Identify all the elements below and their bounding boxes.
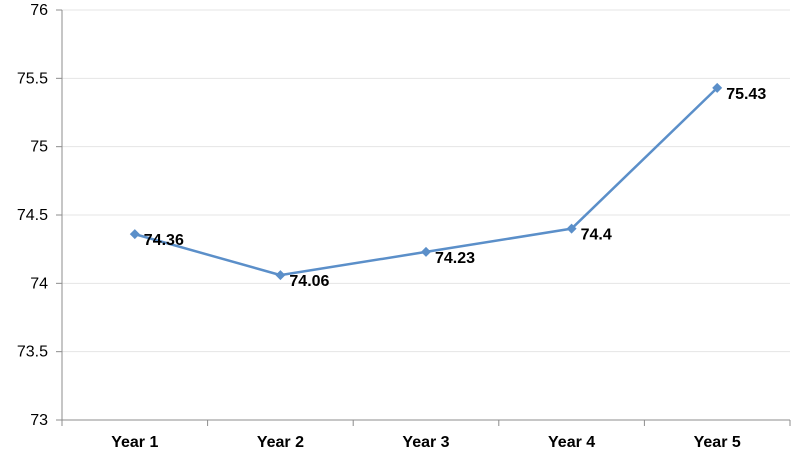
data-point — [566, 223, 577, 234]
data-point — [421, 246, 431, 257]
x-tick-label: Year 5 — [694, 434, 741, 451]
data-markers — [129, 82, 723, 281]
gridlines — [62, 9, 790, 353]
y-tick-label: 73.5 — [17, 344, 48, 361]
y-tick-label: 74.5 — [17, 207, 48, 224]
x-tick-label: Year 1 — [111, 434, 158, 451]
x-axis: Year 1 Year 2 Year 3 Year 4 Year 5 — [61, 419, 791, 451]
data-label: 74.4 — [581, 227, 612, 244]
y-tick-label: 76 — [30, 2, 48, 19]
y-tick-label: 75 — [30, 139, 48, 156]
y-tick-label: 74 — [30, 275, 48, 292]
data-labels: 74.36 74.06 74.23 74.4 75.43 — [144, 86, 767, 290]
x-tick-label: Year 2 — [257, 434, 304, 451]
x-tick-label: Year 3 — [402, 434, 449, 451]
data-label: 74.36 — [144, 232, 184, 249]
y-tick-label: 75.5 — [17, 70, 48, 87]
y-tick-label: 73 — [30, 412, 48, 429]
data-point — [712, 82, 723, 93]
data-label: 75.43 — [726, 86, 766, 103]
x-tick-label: Year 4 — [548, 434, 595, 451]
data-label: 74.23 — [435, 250, 475, 267]
data-point — [129, 229, 140, 240]
data-point — [275, 270, 286, 281]
data-label: 74.06 — [289, 273, 329, 290]
y-axis: 73 73.5 74 74.5 75 75.5 76 — [17, 2, 63, 429]
